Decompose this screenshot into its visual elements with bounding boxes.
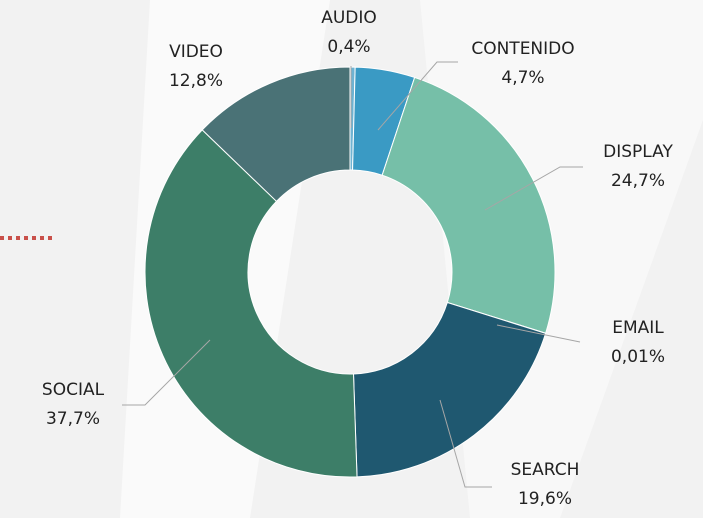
category-label: SEARCH bbox=[511, 460, 580, 480]
donut bbox=[144, 66, 556, 478]
value-label: 19,6% bbox=[518, 489, 572, 509]
leader-line bbox=[496, 324, 581, 343]
category-label: DISPLAY bbox=[603, 142, 673, 162]
category-label: SOCIAL bbox=[42, 380, 105, 400]
leader-line bbox=[122, 339, 211, 406]
leader-line bbox=[439, 399, 492, 488]
category-label: AUDIO bbox=[321, 8, 377, 28]
donut-slice bbox=[381, 76, 556, 334]
category-label: EMAIL bbox=[612, 318, 664, 338]
value-label: 12,8% bbox=[169, 71, 223, 91]
value-label: 0,01% bbox=[611, 347, 665, 367]
value-label: 4,7% bbox=[501, 68, 544, 88]
donut-slice bbox=[352, 301, 547, 478]
value-label: 0,4% bbox=[327, 37, 370, 57]
donut-slice bbox=[144, 129, 358, 478]
value-label: 24,7% bbox=[611, 171, 665, 191]
category-label: VIDEO bbox=[169, 42, 223, 62]
donut-slice bbox=[201, 66, 351, 203]
leader-line bbox=[377, 61, 458, 131]
leader-line bbox=[484, 166, 583, 211]
labels: AUDIO 0,4% CONTENIDO 4,7% DISPLAY 24,7% EMAIL 0… bbox=[42, 8, 674, 509]
value-label: 37,7% bbox=[46, 409, 100, 429]
category-label: CONTENIDO bbox=[471, 39, 574, 59]
